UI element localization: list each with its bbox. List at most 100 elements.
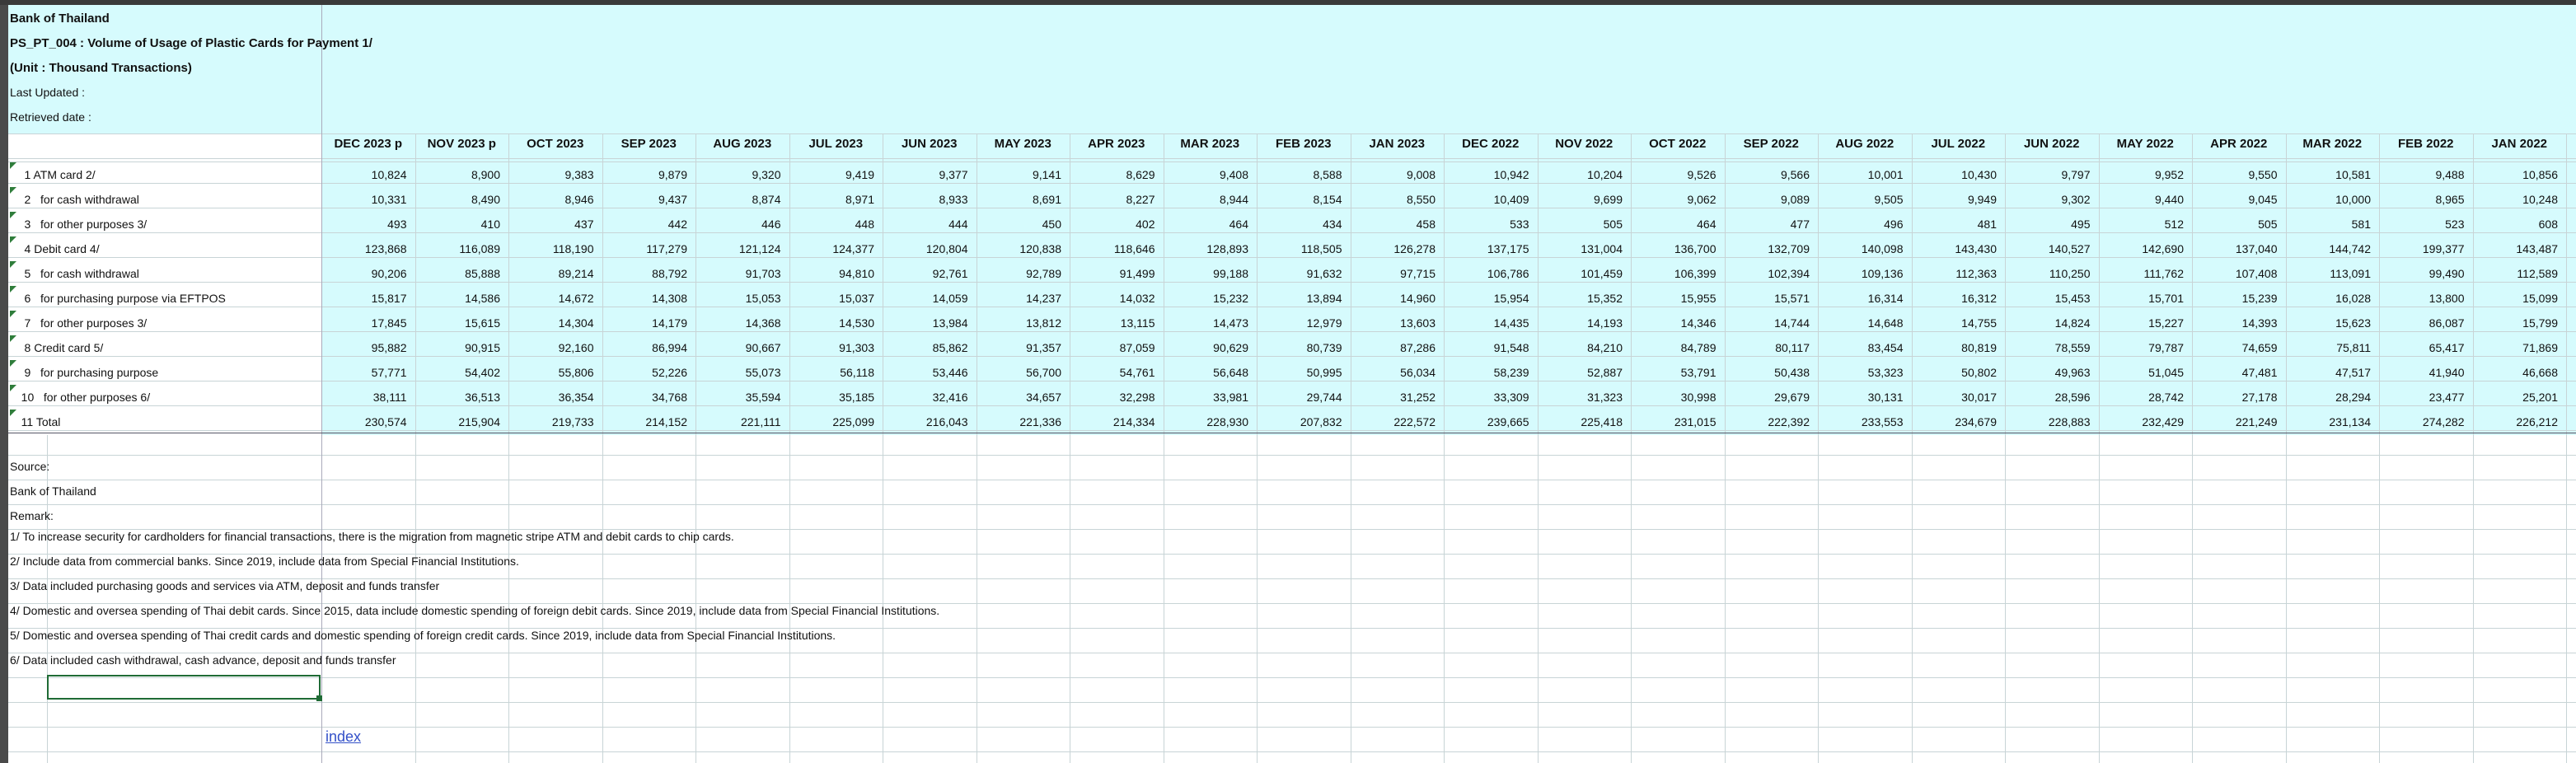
table-cell[interactable]: 10,581 [2335,168,2371,181]
table-cell[interactable]: 10,409 [1493,193,1529,206]
table-cell[interactable]: 496 [1884,218,1904,231]
table-cell[interactable]: 15,571 [1774,292,1810,305]
table-cell[interactable]: 84,210 [1587,341,1623,354]
table-cell[interactable]: 140,527 [2048,242,2091,255]
table-cell[interactable]: 91,499 [1119,267,1155,280]
table-cell[interactable]: 56,700 [1026,366,1061,379]
table-cell[interactable]: 9,377 [939,168,968,181]
table-cell[interactable]: 54,402 [465,366,500,379]
table-cell[interactable]: 50,438 [1774,366,1810,379]
table-cell[interactable]: 55,806 [558,366,594,379]
table-cell[interactable]: 16,028 [2335,292,2371,305]
table-cell[interactable]: 118,505 [1300,242,1342,255]
table-cell[interactable]: 12,979 [1306,316,1342,330]
table-cell[interactable]: 38,111 [372,391,407,404]
table-cell[interactable]: 84,789 [1680,341,1717,354]
table-cell[interactable]: 15,099 [2522,292,2558,305]
table-cell[interactable]: 8,550 [1406,193,1436,206]
table-cell[interactable]: 56,034 [1400,366,1436,379]
table-cell[interactable]: 111,762 [2143,267,2184,280]
table-cell[interactable]: 9,383 [564,168,594,181]
table-cell[interactable]: 32,298 [1119,391,1155,404]
table-cell[interactable]: 199,377 [2422,242,2465,255]
table-cell[interactable]: 15,239 [2241,292,2278,305]
table-cell[interactable]: 94,810 [839,267,874,280]
table-cell[interactable]: 143,430 [1955,242,1997,255]
table-cell[interactable]: 481 [1977,218,1997,231]
table-cell[interactable]: 95,882 [371,341,407,354]
table-cell[interactable]: 231,134 [2329,415,2371,428]
table-cell[interactable]: 15,232 [1213,292,1248,305]
table-cell[interactable]: 85,888 [465,267,500,280]
table-cell[interactable]: 13,984 [932,316,968,330]
table-cell[interactable]: 9,699 [1593,193,1623,206]
table-cell[interactable]: 75,5 [2566,341,2576,354]
table-cell[interactable]: 240,1 [2566,415,2576,428]
table-cell[interactable]: 505 [1603,218,1623,231]
table-cell[interactable]: 124,377 [832,242,874,255]
table-cell[interactable]: 9,879 [658,168,687,181]
table-cell[interactable]: 10,248 [2522,193,2558,206]
table-cell[interactable]: 13,5 [2566,168,2576,181]
table-cell[interactable]: 495 [2071,218,2091,231]
table-cell[interactable]: 113,091 [2330,267,2371,280]
table-cell[interactable]: 446 [761,218,781,231]
table-cell[interactable]: 16,312 [1961,292,1997,305]
table-cell[interactable]: 232,429 [2142,415,2184,428]
table-cell[interactable]: 608 [2538,218,2558,231]
table-cell[interactable]: 137,175 [1487,242,1529,255]
table-cell[interactable]: 23,477 [2428,391,2465,404]
table-cell[interactable]: 221,336 [1019,415,1061,428]
table-cell[interactable]: 92,789 [1026,267,1061,280]
table-cell[interactable]: 230,574 [364,415,407,428]
table-cell[interactable]: 136,700 [1674,242,1717,255]
table-cell[interactable]: 112,363 [1955,267,1997,280]
table-cell[interactable]: 120,838 [1019,242,1061,255]
table-cell[interactable]: 505 [2258,218,2278,231]
table-cell[interactable]: 15,037 [839,292,874,305]
table-cell[interactable]: 31,252 [1400,391,1436,404]
table-cell[interactable]: 117,279 [646,242,687,255]
table-cell[interactable]: 10,824 [371,168,407,181]
table-cell[interactable]: 14,179 [652,316,687,330]
table-cell[interactable]: 28,596 [2054,391,2091,404]
table-cell[interactable]: 8,965 [2435,193,2465,206]
table-cell[interactable]: 9,437 [658,193,687,206]
table-cell[interactable]: 49,963 [2054,366,2091,379]
table-cell[interactable]: 33,309 [1493,391,1529,404]
table-cell[interactable]: 58,239 [1493,366,1529,379]
index-link[interactable]: index [326,728,362,745]
table-cell[interactable]: 57,771 [371,366,407,379]
table-cell[interactable]: 228,930 [1206,415,1248,428]
table-cell[interactable]: 14,032 [1119,292,1155,305]
table-cell[interactable]: 14,672 [558,292,594,305]
table-cell[interactable]: 13,812 [1026,316,1061,330]
table-cell[interactable]: 13,603 [1400,316,1436,330]
table-cell[interactable]: 9,089 [1780,193,1810,206]
table-cell[interactable]: 51,045 [2148,366,2184,379]
table-cell[interactable]: 89,214 [558,267,594,280]
table-cell[interactable]: 53,323 [1867,366,1904,379]
table-cell[interactable]: 17,845 [371,316,407,330]
table-cell[interactable]: 15,955 [1680,292,1717,305]
table-cell[interactable]: 14,473 [1213,316,1248,330]
table-cell[interactable]: 493 [387,218,407,231]
table-cell[interactable]: 221,111 [740,415,781,428]
table-cell[interactable]: 80,739 [1306,341,1342,354]
table-cell[interactable]: 14,368 [745,316,781,330]
table-cell[interactable]: 106,399 [1674,267,1717,280]
table-cell[interactable]: 219,733 [551,415,594,428]
table-cell[interactable]: 75,811 [2336,341,2371,354]
table-cell[interactable]: 225,099 [832,415,874,428]
table-cell[interactable]: 92,160 [558,341,594,354]
table-cell[interactable]: 226,212 [2516,415,2558,428]
table-cell[interactable]: 85,862 [932,341,968,354]
table-cell[interactable]: 464 [1697,218,1717,231]
table-cell[interactable]: 533 [1510,218,1529,231]
table-cell[interactable]: 477 [1790,218,1810,231]
table-cell[interactable]: 8,971 [845,193,874,206]
table-cell[interactable]: 9,797 [2061,168,2091,181]
table-cell[interactable]: 458 [1416,218,1436,231]
table-cell[interactable]: 10,430 [1961,168,1997,181]
table-cell[interactable]: 10,001 [1867,168,1904,181]
